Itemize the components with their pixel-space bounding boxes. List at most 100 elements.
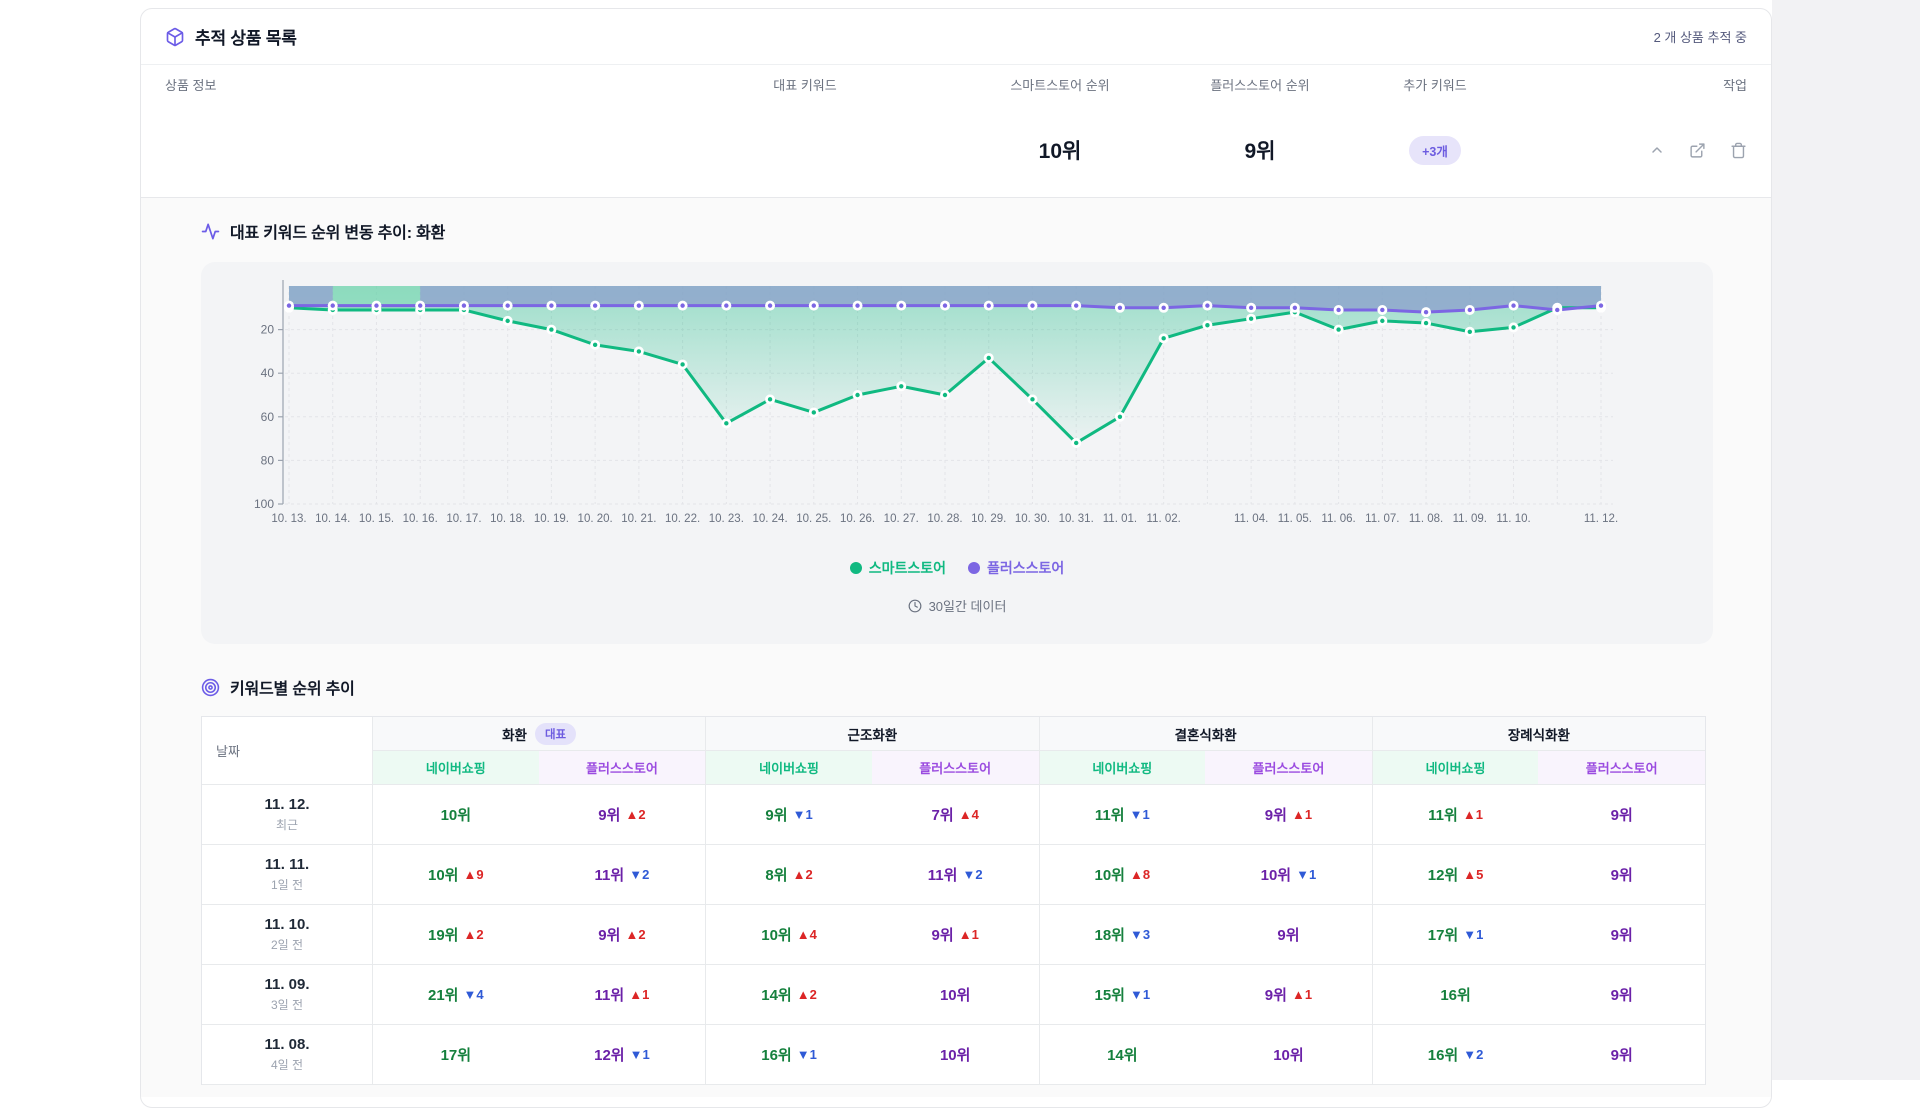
rank-value: 21위: [428, 987, 459, 1004]
svg-text:11. 02.: 11. 02.: [1147, 513, 1181, 525]
channel-header-plusstore: 플러스스토어: [1538, 751, 1705, 785]
rank-cell: 9위 ▲1: [871, 905, 1039, 965]
delete-product-button[interactable]: [1730, 142, 1747, 159]
rank-cell: 9위: [1538, 785, 1705, 845]
rank-cell: 9위 ▲2: [538, 905, 706, 965]
rank-delta: ▲4: [958, 807, 979, 822]
rank-value: 7위: [931, 807, 954, 824]
chevron-up-icon: [1649, 142, 1665, 158]
rank-value: 9위: [1610, 867, 1633, 884]
rank-cell: 9위: [1205, 905, 1372, 965]
svg-text:60: 60: [261, 410, 275, 424]
rank-delta: ▲2: [796, 987, 817, 1002]
chart-footer-label: 30일간 데이터: [928, 599, 1007, 614]
svg-text:10. 28.: 10. 28.: [927, 513, 962, 525]
clock-icon: [908, 599, 922, 613]
rank-value: 9위: [1264, 807, 1287, 824]
svg-text:10. 23.: 10. 23.: [709, 513, 744, 525]
rank-delta: ▲1: [1291, 807, 1313, 822]
rank-delta: ▲5: [1463, 867, 1484, 882]
svg-text:10. 30.: 10. 30.: [1015, 513, 1050, 525]
table-row-date: 11. 11. 1일 전: [202, 845, 372, 905]
rank-delta: ▼4: [463, 987, 484, 1002]
rank-value: 17위: [1427, 927, 1459, 944]
rank-delta: ▲2: [792, 867, 813, 882]
product-row: 10위 9위 +3개: [141, 103, 1771, 197]
rank-value: 9위: [1610, 807, 1633, 824]
chart-legend: 스마트스토어 플러스스토어: [201, 558, 1713, 578]
channel-header-navershopping: 네이버쇼핑: [1371, 751, 1539, 785]
rank-cell: 10위 ▲9: [372, 845, 539, 905]
rank-value: 15위: [1094, 987, 1126, 1004]
date-column-header: 날짜: [202, 717, 372, 785]
rank-delta: ▼3: [1130, 927, 1151, 942]
rank-delta: ▼1: [629, 1047, 650, 1062]
rank-delta: ▼2: [629, 867, 650, 882]
rank-value: 14위: [761, 987, 792, 1004]
table-row-date: 11. 10. 2일 전: [202, 905, 372, 965]
svg-text:80: 80: [261, 453, 275, 467]
row-days-ago: 2일 전: [270, 938, 304, 952]
rank-cell: 16위: [1371, 965, 1539, 1025]
table-row-date: 11. 08. 4일 전: [202, 1025, 372, 1085]
svg-text:10. 20.: 10. 20.: [578, 513, 613, 525]
column-actions: 작업: [1723, 77, 1747, 93]
rank-cell: 10위: [372, 785, 539, 845]
rank-cell: 8위 ▲2: [705, 845, 872, 905]
primary-keyword-badge: 대표: [534, 722, 577, 745]
keyword-name: 근조화환: [847, 727, 898, 743]
svg-text:10. 17.: 10. 17.: [446, 513, 481, 525]
row-date: 11. 11.: [264, 856, 310, 873]
keyword-name: 결혼식화환: [1174, 727, 1237, 743]
row-days-ago: 4일 전: [270, 1058, 304, 1072]
rank-delta: ▲4: [796, 927, 817, 942]
rank-value: 18위: [1094, 927, 1126, 944]
package-icon: [165, 27, 185, 47]
rank-value: 10위: [440, 807, 472, 824]
rank-value: 16위: [1440, 987, 1471, 1004]
open-product-button[interactable]: [1689, 142, 1706, 159]
smartstore-rank-value: 10위: [1038, 140, 1082, 163]
rank-value: 10위: [761, 927, 792, 944]
rank-cell: 7위 ▲4: [871, 785, 1039, 845]
rank-value: 12위: [1427, 867, 1459, 884]
keyword-group-header: 장례식화환: [1371, 717, 1705, 751]
rank-value: 9위: [1610, 1047, 1633, 1064]
svg-text:10. 25.: 10. 25.: [796, 513, 831, 525]
rank-delta: ▲2: [625, 927, 646, 942]
column-plusstore-rank: 플러스스토어 순위: [1210, 77, 1310, 93]
svg-text:10. 15.: 10. 15.: [359, 513, 394, 525]
svg-text:40: 40: [261, 366, 275, 380]
keyword-rank-table: 날짜 화환 대표 근조화환 결혼식화환 장례식화환 네이버쇼핑 플러스스토어 네이버쇼핑 플러스스…: [201, 716, 1706, 1085]
rank-delta: ▲2: [463, 927, 484, 942]
page-right-gutter: [1772, 0, 1920, 1080]
collapse-button[interactable]: [1649, 142, 1665, 158]
svg-text:11. 06.: 11. 06.: [1321, 513, 1355, 525]
rank-delta: ▼2: [962, 867, 983, 882]
rank-cell: 17위: [372, 1025, 539, 1085]
rank-trend-chart: 20 40 60 80 100 10. 13. 10. 14. 10. 15. 10. 16. 1…: [254, 280, 1618, 525]
row-days-ago: 최근: [275, 818, 299, 832]
svg-text:11. 09.: 11. 09.: [1453, 513, 1487, 525]
channel-header-navershopping: 네이버쇼핑: [1038, 751, 1206, 785]
svg-text:10. 19.: 10. 19.: [534, 513, 569, 525]
card-header: 추적 상품 목록 2 개 상품 추적 중: [141, 9, 1771, 65]
row-days-ago: 3일 전: [270, 998, 304, 1012]
rank-cell: 10위 ▲4: [705, 905, 872, 965]
rank-value: 9위: [1610, 987, 1633, 1004]
rank-cell: 9위: [1538, 1025, 1705, 1085]
table-row-date: 11. 09. 3일 전: [202, 965, 372, 1025]
extra-keywords-badge[interactable]: +3개: [1409, 135, 1461, 165]
rank-value: 9위: [1610, 927, 1633, 944]
rank-cell: 10위: [871, 965, 1039, 1025]
svg-text:11. 07.: 11. 07.: [1365, 513, 1399, 525]
channel-header-navershopping: 네이버쇼핑: [372, 751, 539, 785]
rank-value: 10위: [428, 867, 459, 884]
rank-cell: 9위: [1538, 965, 1705, 1025]
rank-cell: 16위 ▼1: [705, 1025, 872, 1085]
legend-dot-icon: [849, 562, 862, 574]
rank-cell: 12위 ▲5: [1371, 845, 1539, 905]
rank-value: 16위: [1427, 1047, 1459, 1064]
rank-value: 11위: [594, 987, 625, 1004]
svg-text:11. 08.: 11. 08.: [1409, 513, 1443, 525]
